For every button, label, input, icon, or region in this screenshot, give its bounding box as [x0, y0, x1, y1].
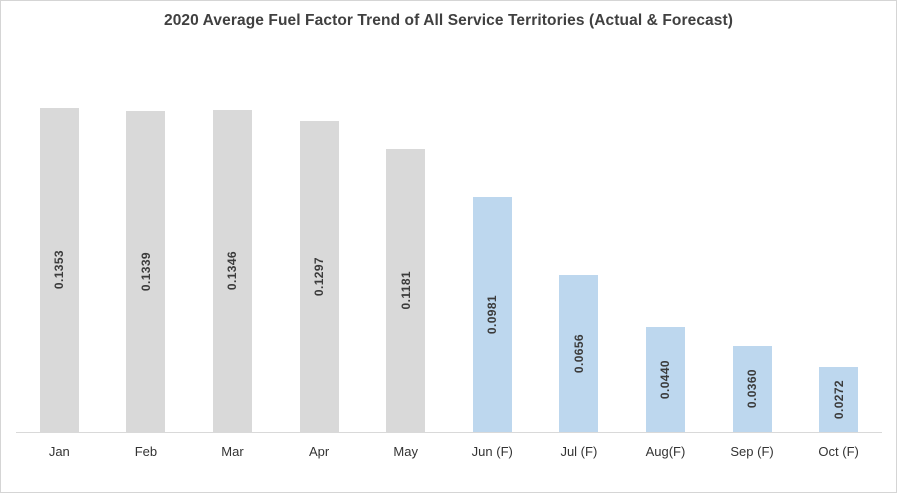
x-axis-label-jul-f: Jul (F) [560, 444, 598, 459]
bar-value-label-sep-f: 0.0360 [745, 369, 760, 409]
plot-area: 0.1353 0.1339 0.1346 0.1297 0.1181 0.0981 0.06… [16, 1, 882, 432]
bar-value-label-oct-f: 0.0272 [831, 379, 846, 419]
bar-slot-oct-f: 0.0272 [795, 1, 882, 432]
x-axis-label-apr: Apr [308, 444, 330, 459]
bar-mar[interactable]: 0.1346 [212, 109, 252, 432]
x-axis-labels: Jan Feb Mar Apr May Jun (F) Jul (F) Aug(F) Sep (… [16, 444, 882, 459]
x-axis-label-aug-f: Aug(F) [645, 444, 686, 459]
bar-value-label-jan: 0.1353 [52, 250, 67, 290]
bar-jun-f[interactable]: 0.0981 [472, 197, 512, 432]
bar-value-label-apr: 0.1297 [312, 257, 327, 297]
bar-slot-apr: 0.1297 [276, 1, 363, 432]
bar-slot-mar: 0.1346 [189, 1, 276, 432]
bar-jul-f[interactable]: 0.0656 [559, 274, 599, 432]
x-axis-label-feb: Feb [134, 444, 158, 459]
bar-apr[interactable]: 0.1297 [299, 121, 339, 432]
bar-value-label-jun-f: 0.0981 [485, 295, 500, 335]
bar-sep-f[interactable]: 0.0360 [732, 345, 772, 432]
bar-value-label-feb: 0.1339 [138, 252, 153, 292]
bar-slot-aug-f: 0.0440 [622, 1, 709, 432]
bar-oct-f[interactable]: 0.0272 [819, 366, 859, 432]
x-axis-label-jan: Jan [48, 444, 70, 459]
bar-value-label-may: 0.1181 [398, 271, 413, 310]
bar-slot-sep-f: 0.0360 [709, 1, 796, 432]
bar-aug-f[interactable]: 0.0440 [645, 326, 685, 432]
bar-may[interactable]: 0.1181 [386, 149, 426, 432]
bar-jan[interactable]: 0.1353 [39, 108, 79, 432]
x-axis-label-may: May [393, 444, 418, 459]
bar-slot-jun-f: 0.0981 [449, 1, 536, 432]
bar-value-label-jul-f: 0.0656 [571, 333, 586, 373]
x-axis-line [16, 432, 882, 433]
x-axis-label-sep-f: Sep (F) [730, 444, 774, 459]
bar-feb[interactable]: 0.1339 [126, 111, 166, 432]
bar-slot-may: 0.1181 [362, 1, 449, 432]
x-axis-label-oct-f: Oct (F) [818, 444, 859, 459]
bar-slot-jan: 0.1353 [16, 1, 103, 432]
x-axis-label-mar: Mar [221, 444, 244, 459]
bar-value-label-mar: 0.1346 [225, 251, 240, 291]
bar-slot-feb: 0.1339 [103, 1, 190, 432]
bar-value-label-aug-f: 0.0440 [658, 359, 673, 399]
x-axis-label-jun-f: Jun (F) [471, 444, 513, 459]
bar-slot-jul-f: 0.0656 [536, 1, 623, 432]
chart-title: 2020 Average Fuel Factor Trend of All Se… [163, 12, 734, 29]
